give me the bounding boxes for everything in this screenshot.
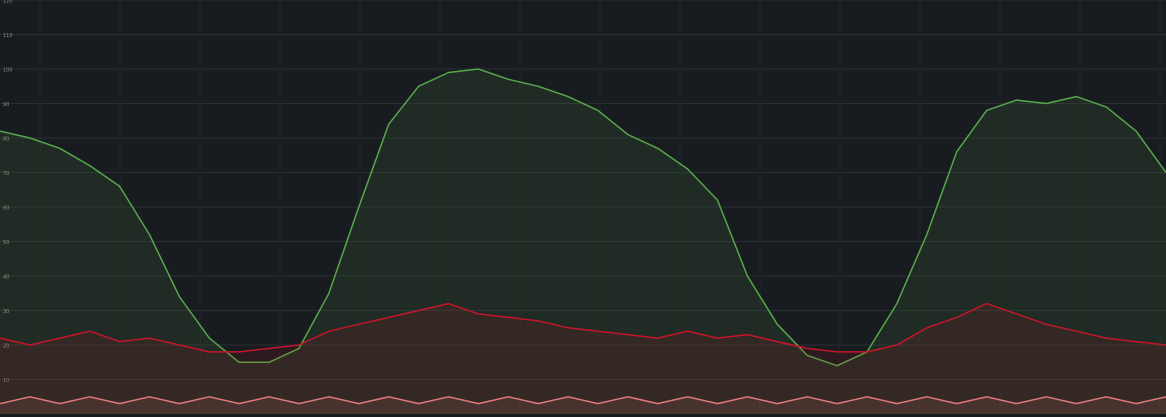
y-tick-label: 50 xyxy=(3,240,9,246)
y-tick-label: 100 xyxy=(3,68,13,74)
y-tick-label: 90 xyxy=(3,102,9,108)
series-line xyxy=(0,302,1166,353)
y-tick-label: 120 xyxy=(3,0,13,5)
y-tick-label: 20 xyxy=(3,344,9,350)
y-tick-label: 10 xyxy=(3,378,9,384)
series-area xyxy=(0,303,1166,414)
series-area xyxy=(0,396,1166,414)
y-tick-label: 30 xyxy=(3,309,9,315)
y-tick-label: 110 xyxy=(3,33,13,39)
series-area xyxy=(0,69,1166,414)
series-line xyxy=(0,68,1166,367)
y-tick-label: 60 xyxy=(3,206,9,212)
y-tick-label: 70 xyxy=(3,171,9,177)
y-tick-label: 40 xyxy=(3,275,9,281)
y-tick-label: 80 xyxy=(3,137,9,143)
series-line xyxy=(0,396,1166,405)
